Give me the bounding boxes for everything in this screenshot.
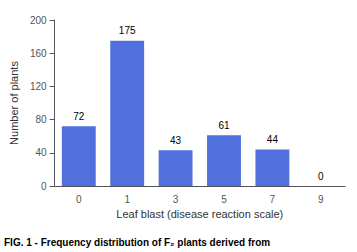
svg-text:80: 80: [35, 114, 47, 125]
svg-text:0: 0: [318, 171, 324, 182]
svg-text:7: 7: [270, 194, 276, 205]
svg-text:120: 120: [30, 81, 47, 92]
svg-text:FIG. 1 - Frequency distributio: FIG. 1 - Frequency distribution of F₂ pl…: [4, 237, 270, 248]
svg-text:Number of plants: Number of plants: [8, 61, 20, 145]
svg-text:0: 0: [41, 181, 47, 192]
svg-text:72: 72: [73, 111, 85, 122]
svg-text:43: 43: [170, 135, 182, 146]
svg-text:Leaf blast (disease reaction s: Leaf blast (disease reaction scale): [116, 208, 283, 220]
svg-text:160: 160: [30, 48, 47, 59]
svg-text:0: 0: [76, 194, 82, 205]
svg-text:200: 200: [30, 15, 47, 26]
svg-text:61: 61: [218, 120, 230, 131]
svg-text:44: 44: [267, 134, 279, 145]
svg-text:40: 40: [35, 147, 47, 158]
svg-text:175: 175: [119, 25, 136, 36]
svg-text:5: 5: [221, 194, 227, 205]
svg-text:3: 3: [173, 194, 179, 205]
svg-text:9: 9: [318, 194, 324, 205]
svg-text:1: 1: [124, 194, 130, 205]
